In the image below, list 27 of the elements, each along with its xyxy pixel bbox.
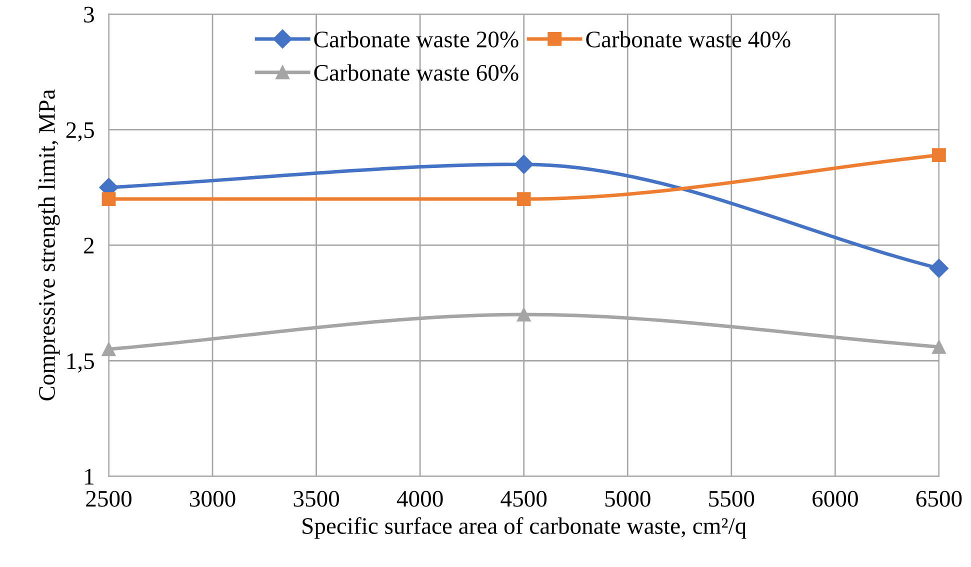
point	[102, 192, 116, 206]
point	[516, 192, 531, 206]
point	[516, 308, 531, 322]
x-tick-label: 3000	[190, 490, 236, 507]
x-tick-label: 5000	[605, 490, 650, 507]
point	[514, 154, 534, 174]
legend-label: Carbonate waste 60%	[314, 64, 518, 81]
point	[932, 340, 946, 354]
x-tick-label: 4000	[396, 490, 443, 507]
point	[932, 148, 946, 162]
point	[929, 258, 948, 278]
point	[102, 342, 116, 356]
legend-label: Carbonate waste 20%	[314, 30, 518, 48]
x-tick-label: 4500	[500, 490, 547, 507]
x-tick-label: 2500	[86, 490, 132, 507]
x-tick-label: 6500	[916, 490, 962, 507]
y-tick-label: 2	[84, 238, 94, 254]
y-tick-label: 2,5	[66, 122, 94, 142]
x-tick-label: 6000	[812, 490, 858, 507]
y-axis-title: Compressive strength limit, MPa	[38, 89, 60, 400]
x-axis-title: Specific surface area of carbonate waste, cm²/q	[302, 517, 746, 539]
x-tick-label: 5500	[709, 490, 754, 507]
y-tick-label: 3	[84, 6, 94, 23]
y-tick-label: 1	[85, 468, 94, 484]
legend-label: Carbonate waste 40%	[586, 30, 790, 48]
y-tick-label: 1,5	[67, 353, 94, 373]
x-tick-label: 3500	[294, 490, 340, 507]
